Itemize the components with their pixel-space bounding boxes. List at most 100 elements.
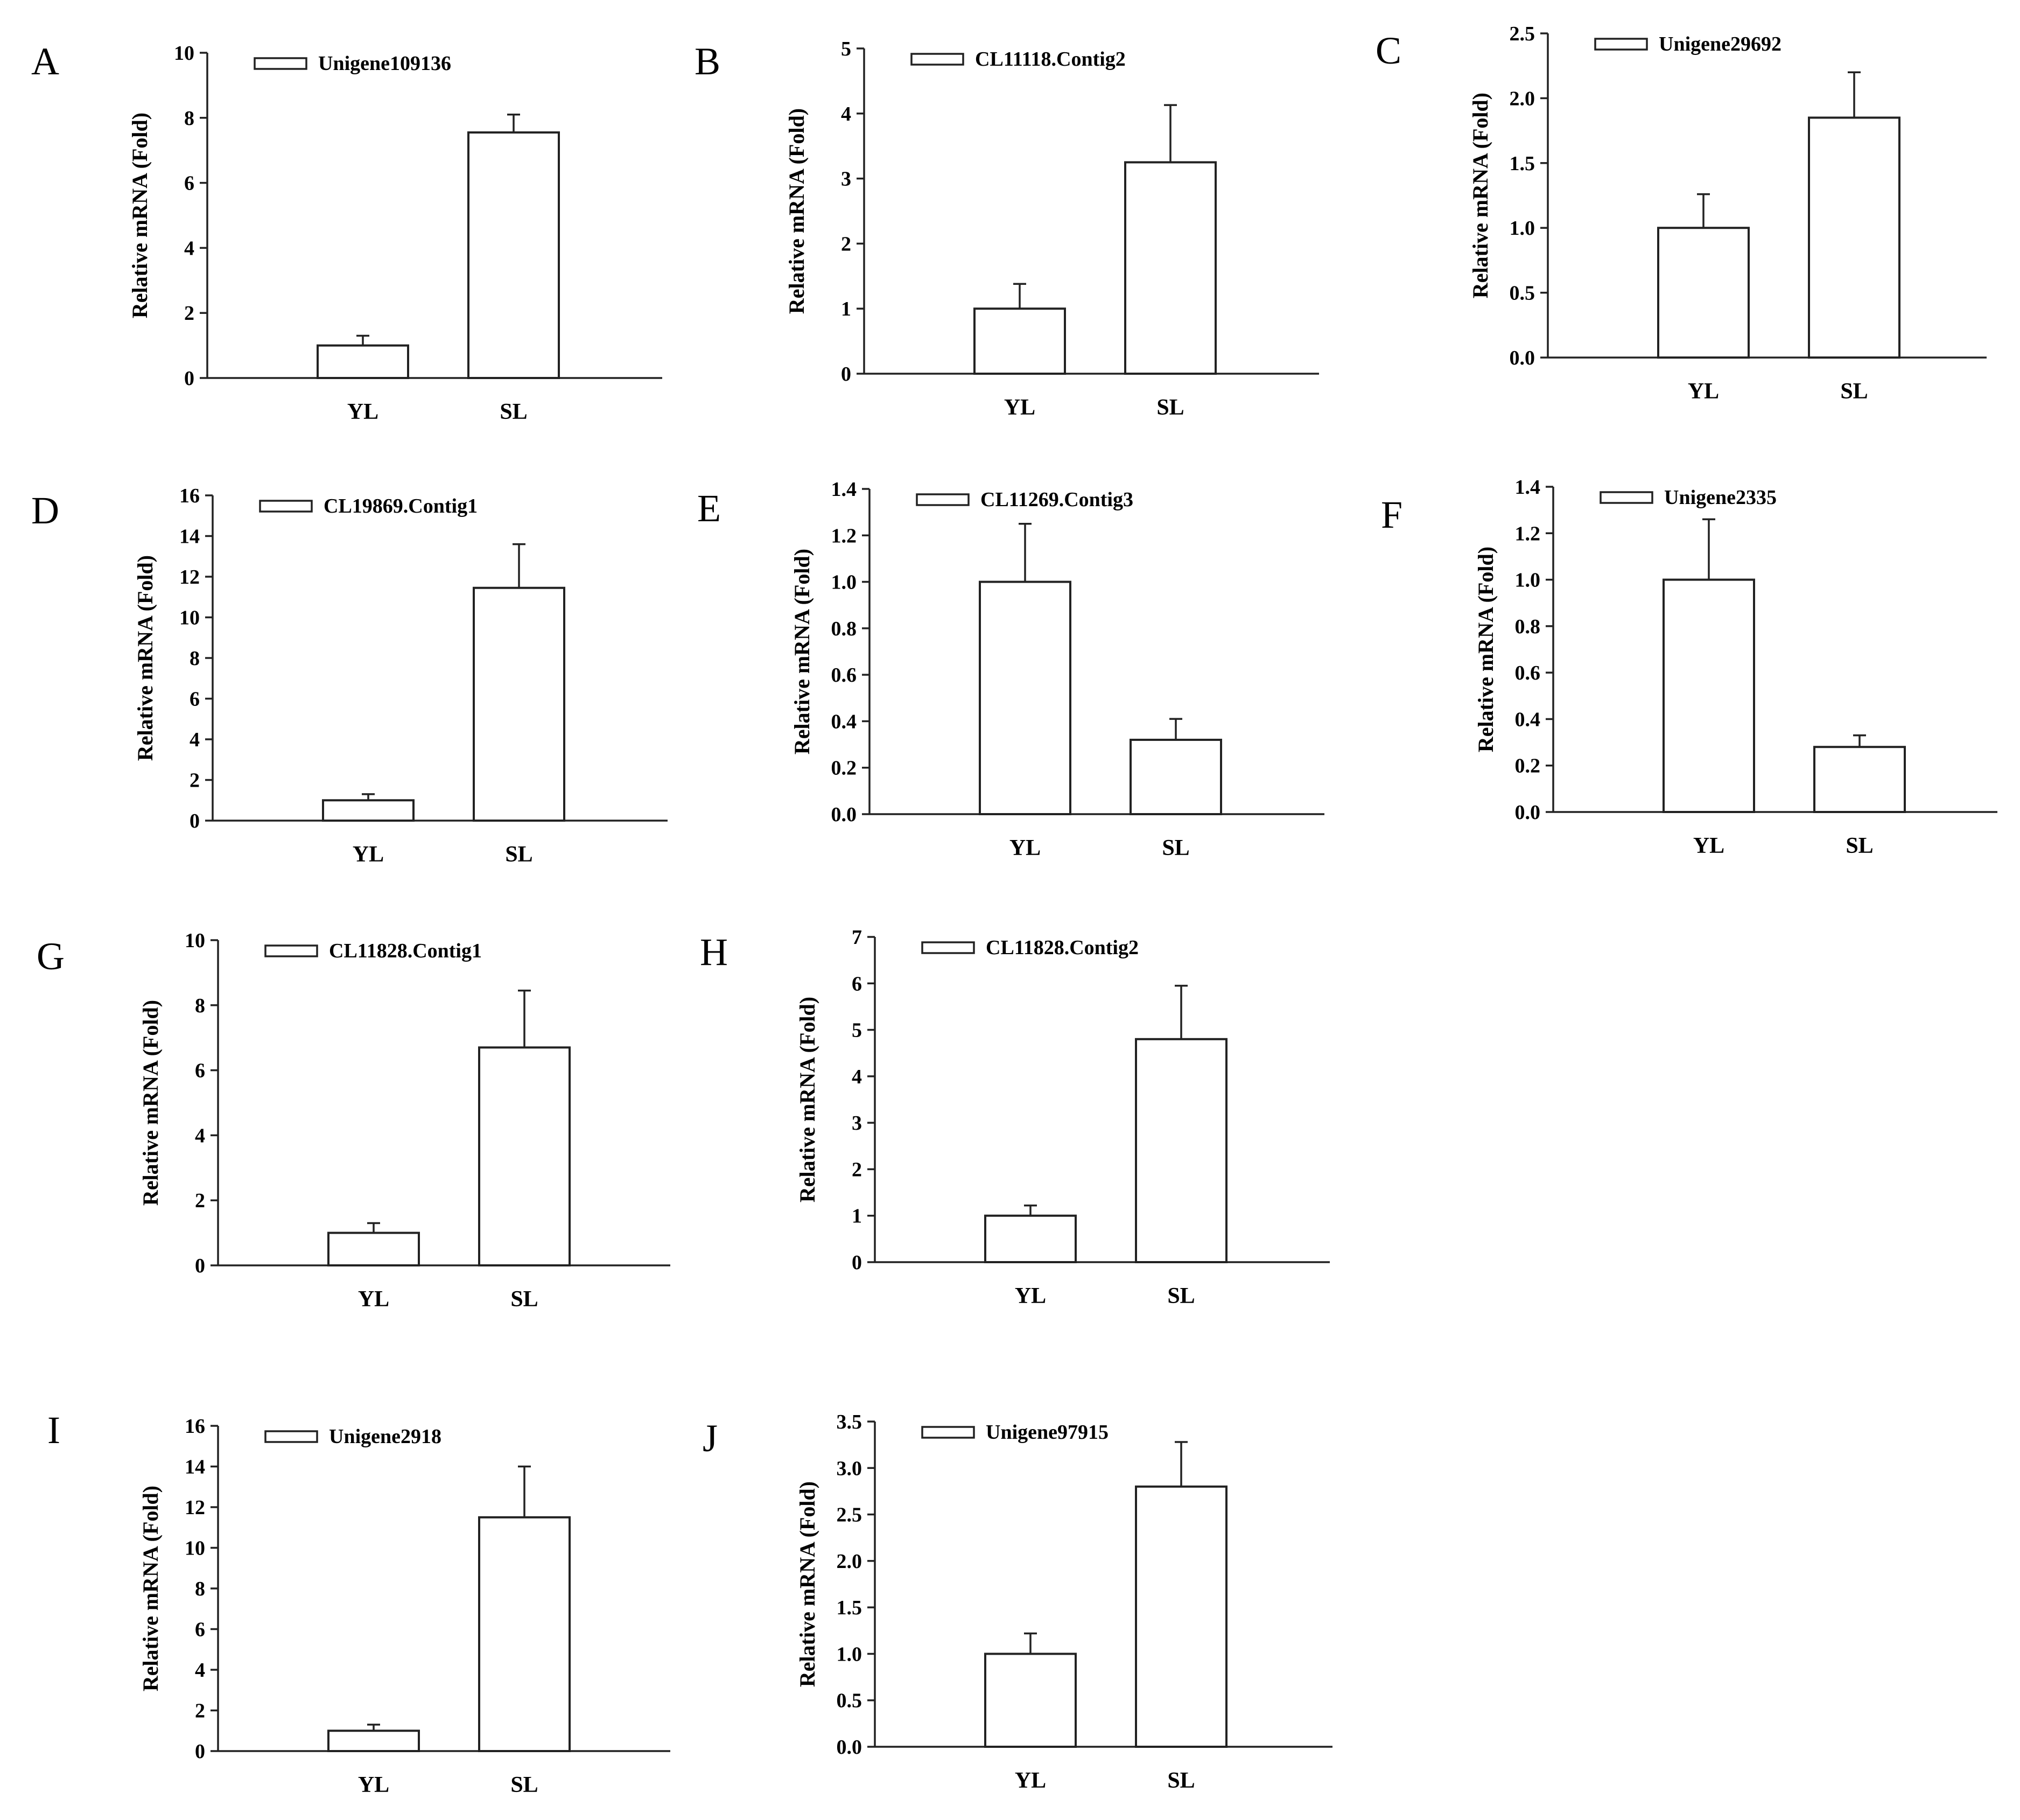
- panel-c-ytick-label-1: 0.5: [1510, 282, 1535, 305]
- panel-h-ytick-label-0: 0: [852, 1251, 862, 1274]
- panel-b-xtick-label-yl: YL: [1004, 395, 1035, 420]
- panel-i-xtick-label-sl: SL: [510, 1773, 538, 1797]
- panel-a-xtick-label-sl: SL: [500, 400, 527, 424]
- panel-b-ytick-label-0: 0: [841, 363, 851, 386]
- panel-i-bar-sl: [478, 1516, 571, 1752]
- panel-b-bar-sl: [1124, 161, 1217, 375]
- panel-d-ytick-label-6: 12: [179, 566, 200, 589]
- panel-e-bar-yl: [979, 580, 1071, 815]
- panel-f-xtick-label-sl: SL: [1846, 834, 1873, 858]
- panel-c-ytick-label-5: 2.5: [1510, 23, 1535, 45]
- panel-d-xtick-label-sl: SL: [505, 842, 532, 867]
- panel-d-ytick-label-3: 6: [190, 688, 200, 711]
- panel-j-ytick-label-7: 3.5: [837, 1411, 862, 1433]
- panel-d-ytick-label-7: 14: [179, 526, 200, 548]
- panel-a-ylabel: Relative mRNA (Fold): [128, 113, 152, 318]
- panel-i-legend-label: Unigene2918: [329, 1425, 441, 1448]
- panel-a-bar-sl: [467, 131, 560, 379]
- panel-h-xtick-label-sl: SL: [1167, 1284, 1195, 1308]
- panel-b-ytick-label-1: 1: [841, 298, 851, 320]
- panel-e-xtick-label-sl: SL: [1162, 836, 1189, 860]
- panel-h-ytick-label-7: 7: [852, 926, 862, 949]
- panel-j-legend-label: Unigene97915: [986, 1421, 1109, 1444]
- panel-c-legend-label: Unigene29692: [1659, 33, 1781, 55]
- panel-c-bar-yl: [1657, 227, 1750, 359]
- panel-a-ytick-label-3: 6: [184, 172, 194, 195]
- panel-a-bar-yl: [317, 344, 409, 379]
- panel-f-ytick-label-1: 0.2: [1515, 755, 1541, 778]
- panel-h-ytick-label-5: 5: [852, 1019, 862, 1042]
- panel-b-xtick-label-sl: SL: [1156, 395, 1184, 420]
- panel-j-ytick-label-6: 3.0: [837, 1457, 862, 1480]
- panel-e-bar-sl: [1130, 738, 1222, 816]
- panel-g-legend-label: CL11828.Contig1: [329, 940, 482, 962]
- panel-i-ytick-label-2: 4: [195, 1659, 205, 1682]
- panel-c-bar-sl: [1808, 116, 1900, 359]
- panel-f-legend-swatch: [1600, 491, 1653, 504]
- panel-d-xtick-label-yl: YL: [353, 842, 384, 867]
- panel-d-ytick-label-5: 10: [179, 607, 200, 629]
- panel-d-bar-sl: [473, 586, 565, 822]
- panel-j-bar-sl: [1135, 1485, 1228, 1748]
- panel-j-ylabel: Relative mRNA (Fold): [795, 1481, 819, 1687]
- panel-g-ytick-label-2: 4: [195, 1124, 205, 1147]
- panel-c-legend-swatch: [1594, 38, 1648, 51]
- panel-e-ylabel: Relative mRNA (Fold): [790, 549, 814, 754]
- panel-f-ytick-label-2: 0.4: [1515, 708, 1541, 731]
- panel-b-ytick-label-5: 5: [841, 38, 851, 60]
- panel-i-ytick-label-4: 8: [195, 1578, 205, 1600]
- panel-g-ytick-label-5: 10: [185, 929, 205, 952]
- panel-c-ylabel: Relative mRNA (Fold): [1468, 93, 1492, 298]
- panel-a-legend-label: Unigene109136: [318, 52, 451, 75]
- panel-b-letter: B: [695, 40, 720, 83]
- panel-d-ytick-label-8: 16: [179, 485, 200, 507]
- panel-h-ylabel: Relative mRNA (Fold): [795, 997, 819, 1202]
- panel-i-ytick-label-5: 10: [185, 1537, 205, 1560]
- panel-f-ytick-label-7: 1.4: [1515, 476, 1541, 499]
- panel-e-ytick-label-3: 0.6: [831, 664, 857, 687]
- panel-i-legend-swatch: [264, 1430, 318, 1443]
- panel-g-ytick-label-4: 8: [195, 995, 205, 1017]
- panel-d-ytick-label-0: 0: [190, 810, 200, 832]
- panel-f-ytick-label-6: 1.2: [1515, 522, 1541, 545]
- panel-d-legend-swatch: [259, 500, 313, 513]
- panel-i-bar-yl: [327, 1730, 420, 1752]
- panel-e-ytick-label-4: 0.8: [831, 618, 857, 640]
- panel-j-letter: J: [703, 1417, 718, 1460]
- panel-d-ytick-label-2: 4: [190, 729, 200, 751]
- panel-i-ytick-label-0: 0: [195, 1740, 205, 1763]
- panel-g-ytick-label-1: 2: [195, 1189, 205, 1212]
- panel-g-ytick-label-3: 6: [195, 1060, 205, 1082]
- panel-h-legend-label: CL11828.Contig2: [986, 936, 1139, 959]
- panel-g-letter: G: [37, 935, 65, 978]
- panel-g-ytick-label-0: 0: [195, 1255, 205, 1277]
- panel-e-ytick-label-5: 1.0: [831, 571, 857, 594]
- panel-e-ytick-label-1: 0.2: [831, 757, 857, 780]
- panel-g-legend-swatch: [264, 944, 318, 957]
- panel-f-ytick-label-4: 0.8: [1515, 615, 1541, 638]
- panel-j-bar-yl: [984, 1653, 1077, 1748]
- panel-f-ytick-label-3: 0.6: [1515, 662, 1541, 684]
- panel-g-bar-yl: [327, 1231, 420, 1267]
- panel-e-legend-label: CL11269.Contig3: [980, 488, 1133, 511]
- panel-j-ytick-label-0: 0.0: [837, 1736, 862, 1759]
- panel-i-ylabel: Relative mRNA (Fold): [138, 1486, 163, 1691]
- panel-i-xtick-label-yl: YL: [358, 1773, 389, 1797]
- panel-b-ytick-label-2: 2: [841, 233, 851, 255]
- panel-e-ytick-label-6: 1.2: [831, 524, 857, 547]
- panel-d-ytick-label-4: 8: [190, 647, 200, 670]
- panel-j-ytick-label-5: 2.5: [837, 1504, 862, 1527]
- panel-b-ytick-label-4: 4: [841, 103, 851, 125]
- panel-b-ylabel: Relative mRNA (Fold): [784, 108, 809, 314]
- panel-e-letter: E: [697, 487, 721, 530]
- panel-e-legend-swatch: [916, 493, 970, 506]
- panel-i-ytick-label-6: 12: [185, 1496, 205, 1519]
- panel-d-legend-label: CL19869.Contig1: [324, 495, 478, 517]
- panel-j-xtick-label-sl: SL: [1167, 1768, 1195, 1793]
- panel-e-xtick-label-yl: YL: [1009, 836, 1041, 860]
- panel-f-letter: F: [1381, 493, 1402, 536]
- panel-h-ytick-label-4: 4: [852, 1066, 862, 1088]
- panel-a-ytick-label-5: 10: [174, 42, 194, 65]
- panel-b-ytick-label-3: 3: [841, 168, 851, 191]
- panel-e-ytick-label-0: 0.0: [831, 803, 857, 826]
